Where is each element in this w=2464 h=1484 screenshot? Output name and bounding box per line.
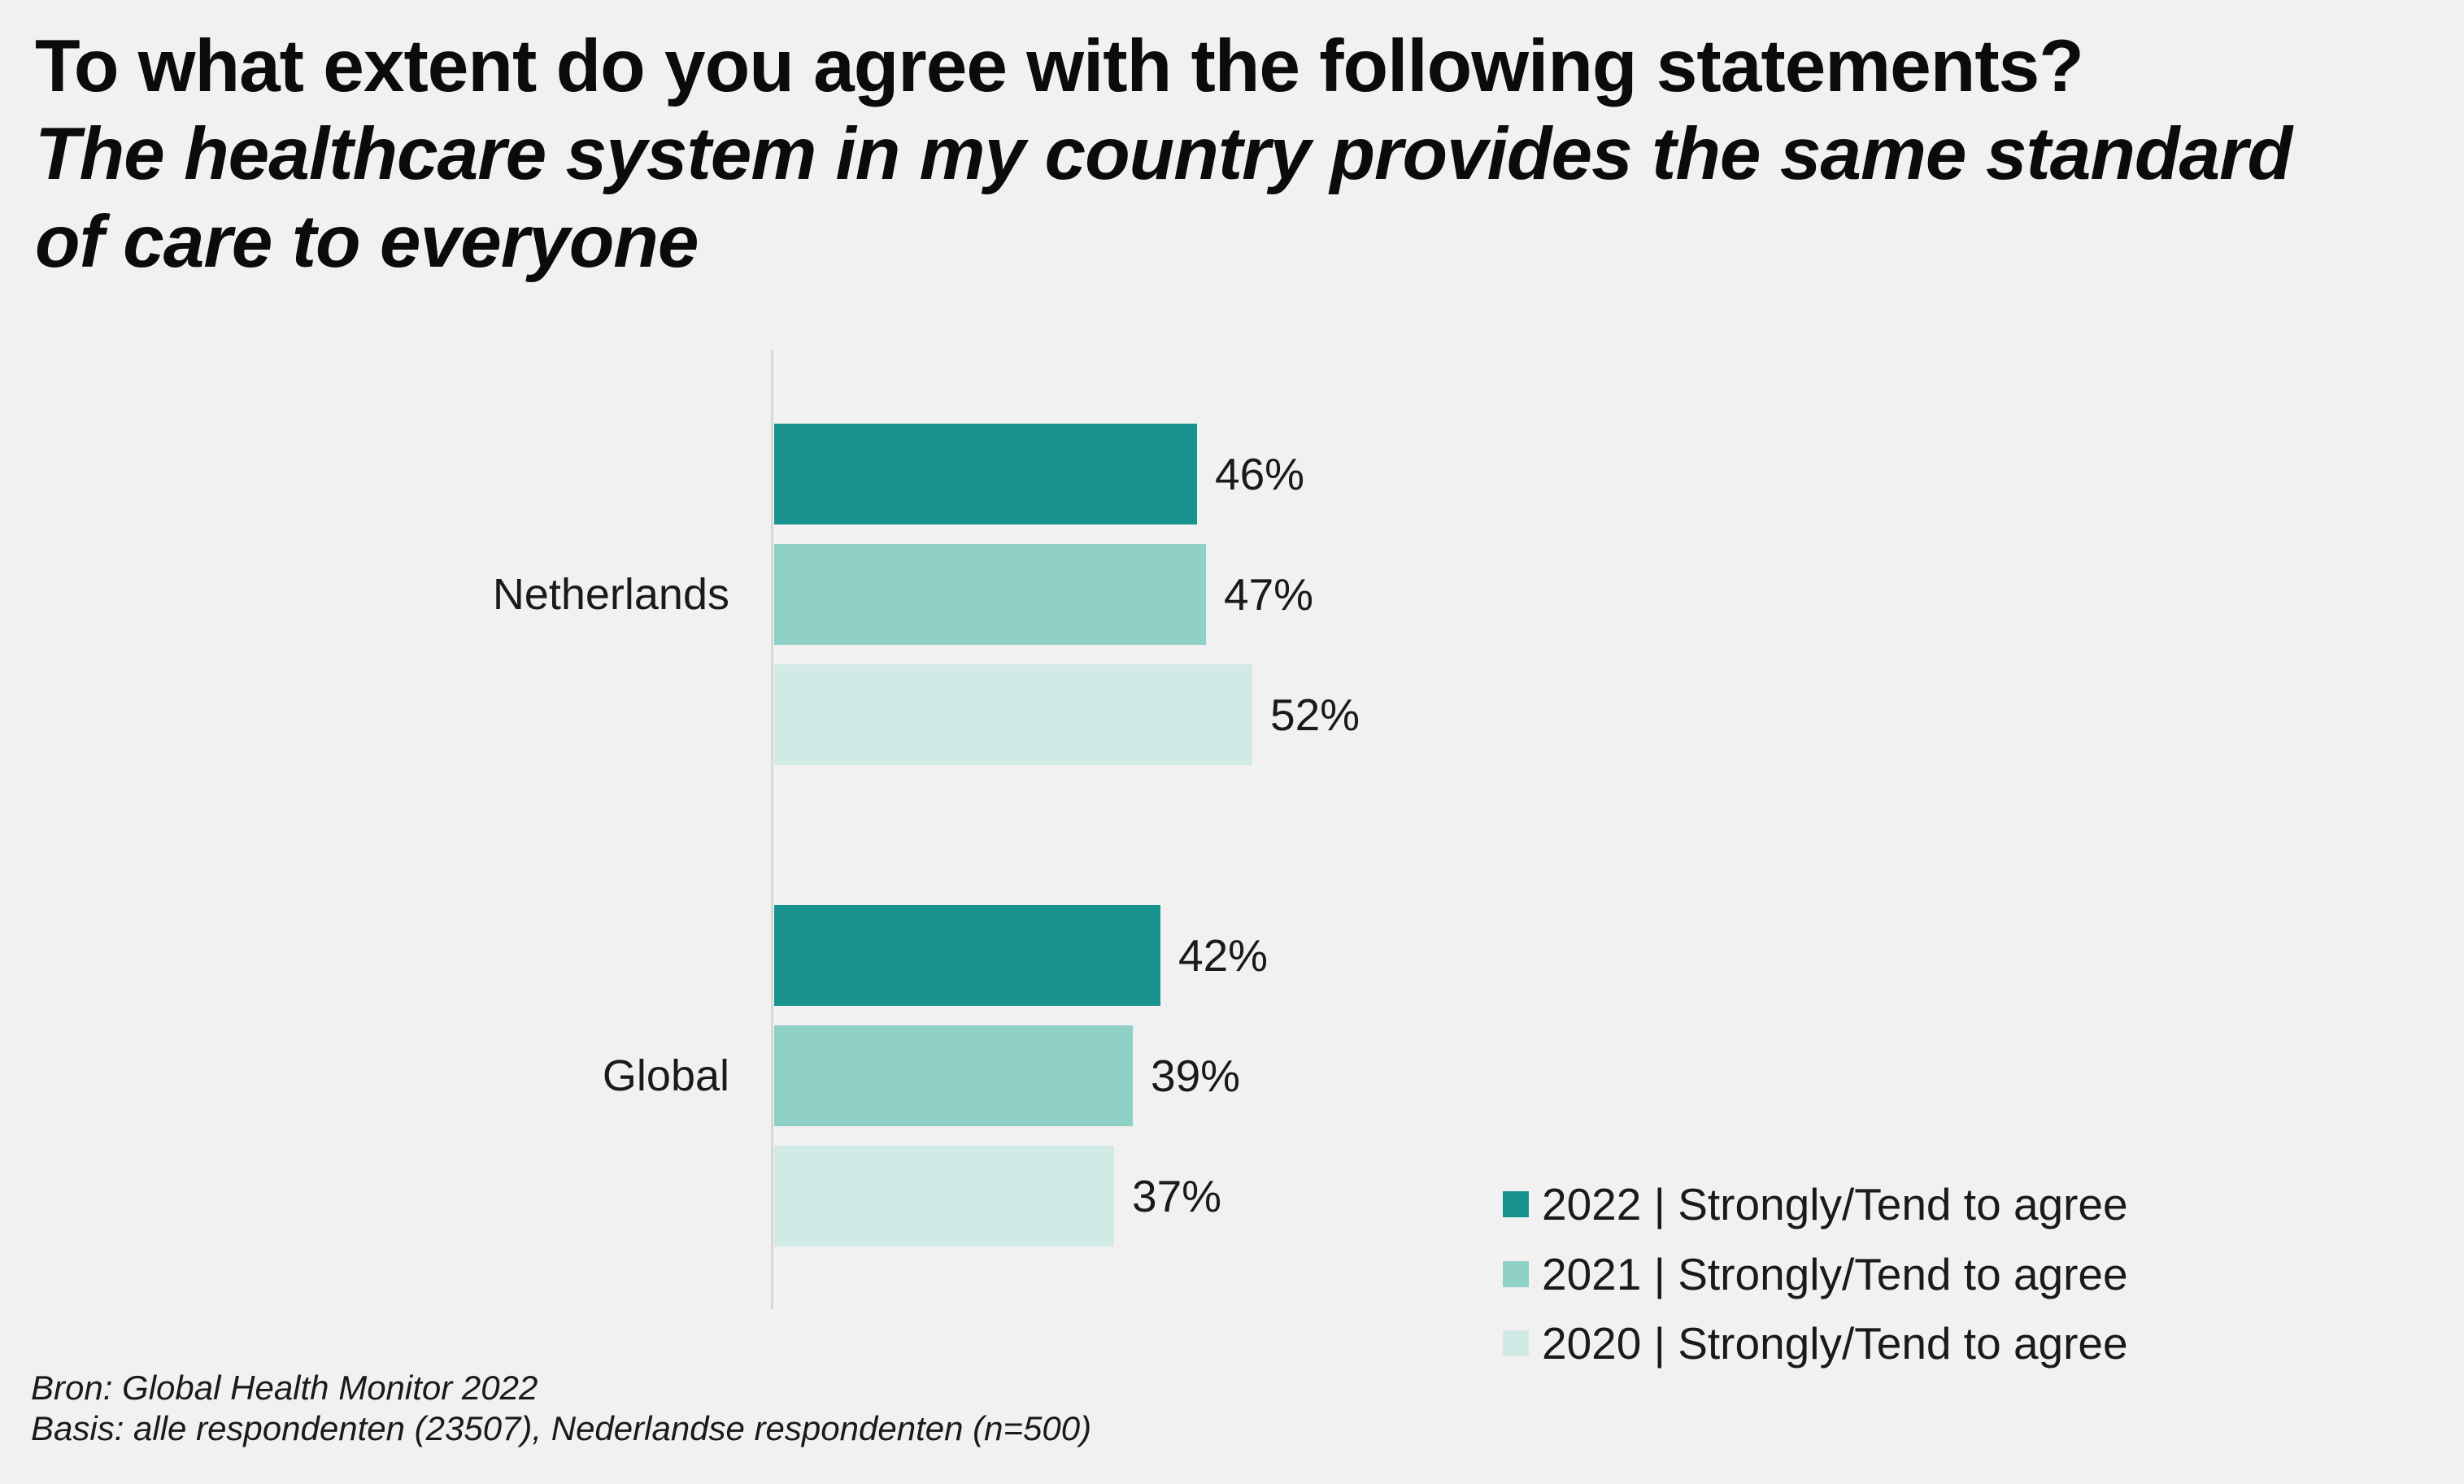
basis-note: Basis: alle respondenten (23507), Nederl… xyxy=(31,1409,1092,1447)
bar-global-2020 xyxy=(774,1146,1114,1247)
category-label-netherlands: Netherlands xyxy=(492,570,729,619)
bar-global-2021 xyxy=(774,1025,1133,1126)
legend-swatch-2022 xyxy=(1503,1191,1529,1217)
bar-netherlands-2022 xyxy=(774,424,1197,524)
legend-swatch-2021 xyxy=(1503,1261,1529,1287)
legend-item-2022: 2022 | Strongly/Tend to agree xyxy=(1503,1177,2128,1231)
value-label-netherlands-2021: 47% xyxy=(1224,569,1314,620)
y-axis-line xyxy=(771,350,773,1309)
bar-netherlands-2021 xyxy=(774,544,1206,645)
value-label-global-2022: 42% xyxy=(1178,930,1269,981)
value-label-global-2020: 37% xyxy=(1132,1171,1222,1221)
value-label-netherlands-2020: 52% xyxy=(1270,690,1360,740)
legend-swatch-2020 xyxy=(1503,1330,1529,1356)
legend-label-2022: 2022 | Strongly/Tend to agree xyxy=(1542,1179,2128,1229)
footnote: Bron: Global Health Monitor 2022 Basis: … xyxy=(31,1368,1091,1449)
chart-title: To what extent do you agree with the fol… xyxy=(35,23,2426,286)
bar-global-2022 xyxy=(774,905,1160,1006)
chart-title-question: To what extent do you agree with the fol… xyxy=(35,25,2084,107)
value-label-global-2021: 39% xyxy=(1151,1051,1241,1101)
bar-netherlands-2020 xyxy=(774,664,1252,765)
legend-item-2020: 2020 | Strongly/Tend to agree xyxy=(1503,1316,2128,1370)
chart-title-statement-line-2: of care to everyone xyxy=(35,201,699,283)
source-note: Bron: Global Health Monitor 2022 xyxy=(31,1369,538,1407)
value-label-netherlands-2022: 46% xyxy=(1215,449,1305,499)
chart-title-statement-line-1: The healthcare system in my country prov… xyxy=(35,113,2292,195)
legend-label-2020: 2020 | Strongly/Tend to agree xyxy=(1542,1318,2128,1369)
category-label-global: Global xyxy=(602,1051,729,1100)
legend-label-2021: 2021 | Strongly/Tend to agree xyxy=(1542,1249,2128,1299)
legend-item-2021: 2021 | Strongly/Tend to agree xyxy=(1503,1247,2128,1301)
